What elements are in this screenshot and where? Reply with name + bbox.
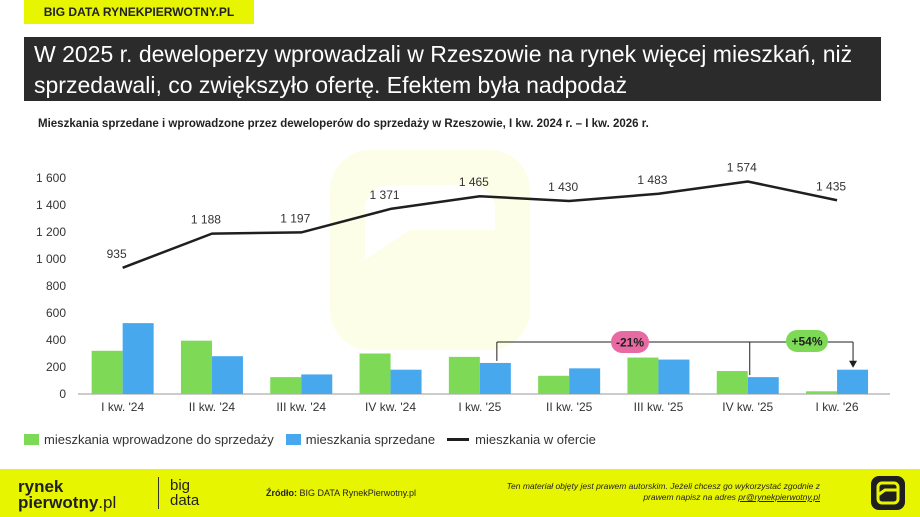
y-tick-label: 800 (46, 279, 66, 293)
legend-item-offer: mieszkania w ofercie (447, 432, 596, 447)
annotation-arrowhead (849, 360, 858, 368)
legend-label: mieszkania w ofercie (475, 432, 596, 447)
x-tick-label: IV kw. '25 (722, 400, 773, 414)
line-data-label: 1 188 (191, 213, 221, 227)
line-data-label: 1 465 (459, 175, 489, 189)
badge-change-sold-text: -21% (616, 336, 644, 350)
bar-sold (301, 374, 333, 394)
bar-sold (479, 362, 511, 394)
badge-change-introduced-text: +54% (791, 335, 822, 349)
source-note: Źródło: BIG DATA RynekPierwotny.pl (266, 488, 416, 498)
legend-item-introduced: mieszkania wprowadzone do sprzedaży (24, 432, 274, 447)
y-tick-label: 1 200 (36, 225, 66, 239)
logo-line-2: pierwotny (18, 493, 99, 512)
bar-introduced (270, 377, 302, 394)
x-tick-label: II kw. '24 (189, 400, 236, 414)
x-tick-label: III kw. '24 (276, 400, 326, 414)
bar-introduced (806, 391, 838, 394)
bar-introduced (538, 375, 570, 394)
legend-label: mieszkania sprzedane (305, 432, 436, 447)
x-tick-label: IV kw. '24 (365, 400, 416, 414)
brand-square-icon (871, 476, 905, 510)
logo2-line-1: big (170, 477, 191, 494)
copyright-email-link[interactable]: pr@rynekpierwotny.pl (738, 492, 820, 502)
line-data-label: 1 371 (370, 188, 400, 202)
legend-item-sold: mieszkania sprzedane (285, 432, 436, 447)
line-offer (122, 180, 838, 269)
source-text: BIG DATA RynekPierwotny.pl (299, 488, 417, 498)
chart: 0 200 400 600 800 1 000 1 200 1 400 1 600 I kw. … (36, 150, 890, 414)
logo2-line-2: data (170, 492, 200, 509)
x-tick-label: I kw. '24 (101, 400, 144, 414)
bar-sold (390, 369, 422, 394)
line-data-label: 1 574 (727, 161, 757, 175)
bar-introduced (448, 356, 480, 394)
logo-divider (158, 477, 159, 509)
brand-tag: BIG DATA RYNEKPIERWOTNY.PL (24, 0, 254, 24)
chart-title: Mieszkania sprzedane i wprowadzone przez… (38, 118, 649, 130)
line-data-label: 1 197 (280, 211, 310, 225)
line-data-label: 1 483 (637, 173, 667, 187)
watermark-logo (330, 150, 530, 350)
bar-introduced (91, 350, 123, 394)
badge-change-introduced (786, 330, 828, 352)
y-tick-label: 1 600 (36, 171, 66, 185)
copyright-note: Ten materiał objęty jest prawem autorski… (490, 481, 820, 503)
y-tick-label: 200 (46, 360, 66, 374)
y-tick-label: 600 (46, 306, 66, 320)
bar-introduced (180, 340, 212, 394)
x-tick-label: III kw. '25 (634, 400, 684, 414)
page-title: W 2025 r. deweloperzy wprowadzali w Rzes… (24, 37, 881, 101)
footer: rynek pierwotny.pl big data Źródło: BIG … (0, 469, 920, 517)
chart-legend: mieszkania wprowadzone do sprzedaży mies… (24, 432, 608, 447)
bar-introduced (359, 353, 391, 394)
bigdata-logo: big data (170, 478, 199, 508)
bar-sold (837, 369, 869, 394)
y-tick-label: 0 (59, 387, 66, 401)
legend-swatch-blue (285, 434, 301, 445)
bar-sold (122, 323, 154, 394)
y-tick-label: 400 (46, 333, 66, 347)
bar-sold (211, 356, 243, 394)
line-data-label: 935 (107, 247, 127, 261)
rynekpierwotny-logo[interactable]: rynek pierwotny.pl (18, 477, 117, 512)
bar-sold (658, 359, 690, 394)
bar-introduced (627, 357, 659, 394)
bar-introduced (716, 371, 748, 394)
bar-sold (569, 368, 601, 394)
x-tick-label: I kw. '25 (458, 400, 501, 414)
logo-suffix: .pl (98, 493, 117, 512)
y-tick-label: 1 400 (36, 198, 66, 212)
line-data-label: 1 435 (816, 179, 846, 193)
x-tick-label: II kw. '25 (546, 400, 593, 414)
legend-swatch-green (24, 434, 39, 445)
x-tick-label: I kw. '26 (816, 400, 859, 414)
copyright-text: Ten materiał objęty jest prawem autorski… (506, 481, 820, 502)
source-label: Źródło: (266, 488, 297, 498)
badge-change-sold (611, 331, 649, 353)
legend-label: mieszkania wprowadzone do sprzedaży (44, 432, 274, 447)
bar-sold (747, 377, 779, 394)
y-tick-label: 1 000 (36, 252, 66, 266)
legend-line-swatch (447, 438, 470, 441)
logo-line-1: rynek (18, 477, 64, 496)
line-data-label: 1 430 (548, 180, 578, 194)
